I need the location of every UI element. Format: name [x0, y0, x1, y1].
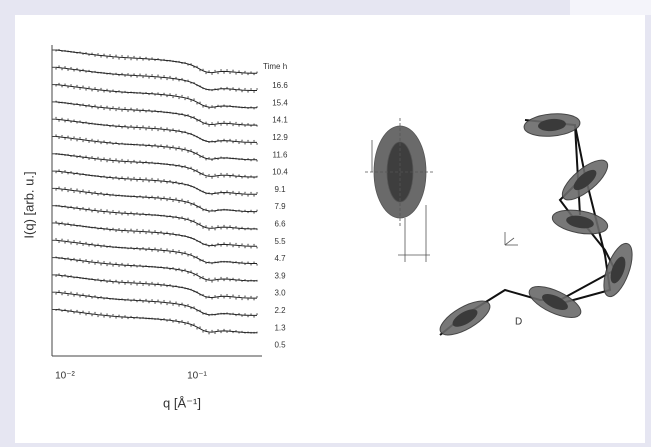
time-label: 15.4: [272, 98, 288, 107]
time-header: Time h: [263, 62, 287, 71]
figure: 10⁻² 10⁻¹ q [Å⁻¹] I(q) [arb. u.] Time h …: [0, 0, 651, 447]
time-label: 7.9: [274, 202, 286, 211]
time-label: 4.7: [274, 254, 286, 263]
time-label: 11.6: [273, 150, 289, 159]
time-label: 2.2: [274, 306, 286, 315]
page: 10⁻² 10⁻¹ q [Å⁻¹] I(q) [arb. u.] Time h …: [0, 0, 651, 447]
corner: [570, 0, 651, 15]
time-label: 10.4: [272, 168, 288, 177]
time-label: 5.5: [274, 237, 286, 246]
time-label: 1.3: [274, 323, 286, 332]
x-axis-label: q [Å⁻¹]: [163, 395, 201, 410]
time-label: 14.1: [272, 116, 288, 125]
time-label: 9.1: [274, 185, 286, 194]
time-label: 16.6: [272, 81, 288, 90]
time-label: 0.5: [274, 341, 286, 350]
y-axis-label: I(q) [arb. u.]: [21, 171, 36, 238]
time-label: 6.6: [274, 220, 286, 229]
x-tick-label: 10⁻²: [55, 371, 75, 382]
time-label: 3.9: [274, 271, 286, 280]
x-tick-label: 10⁻¹: [187, 371, 207, 382]
time-label: 3.0: [274, 289, 286, 298]
time-label: 12.9: [272, 133, 288, 142]
chain-label: D: [515, 317, 522, 328]
